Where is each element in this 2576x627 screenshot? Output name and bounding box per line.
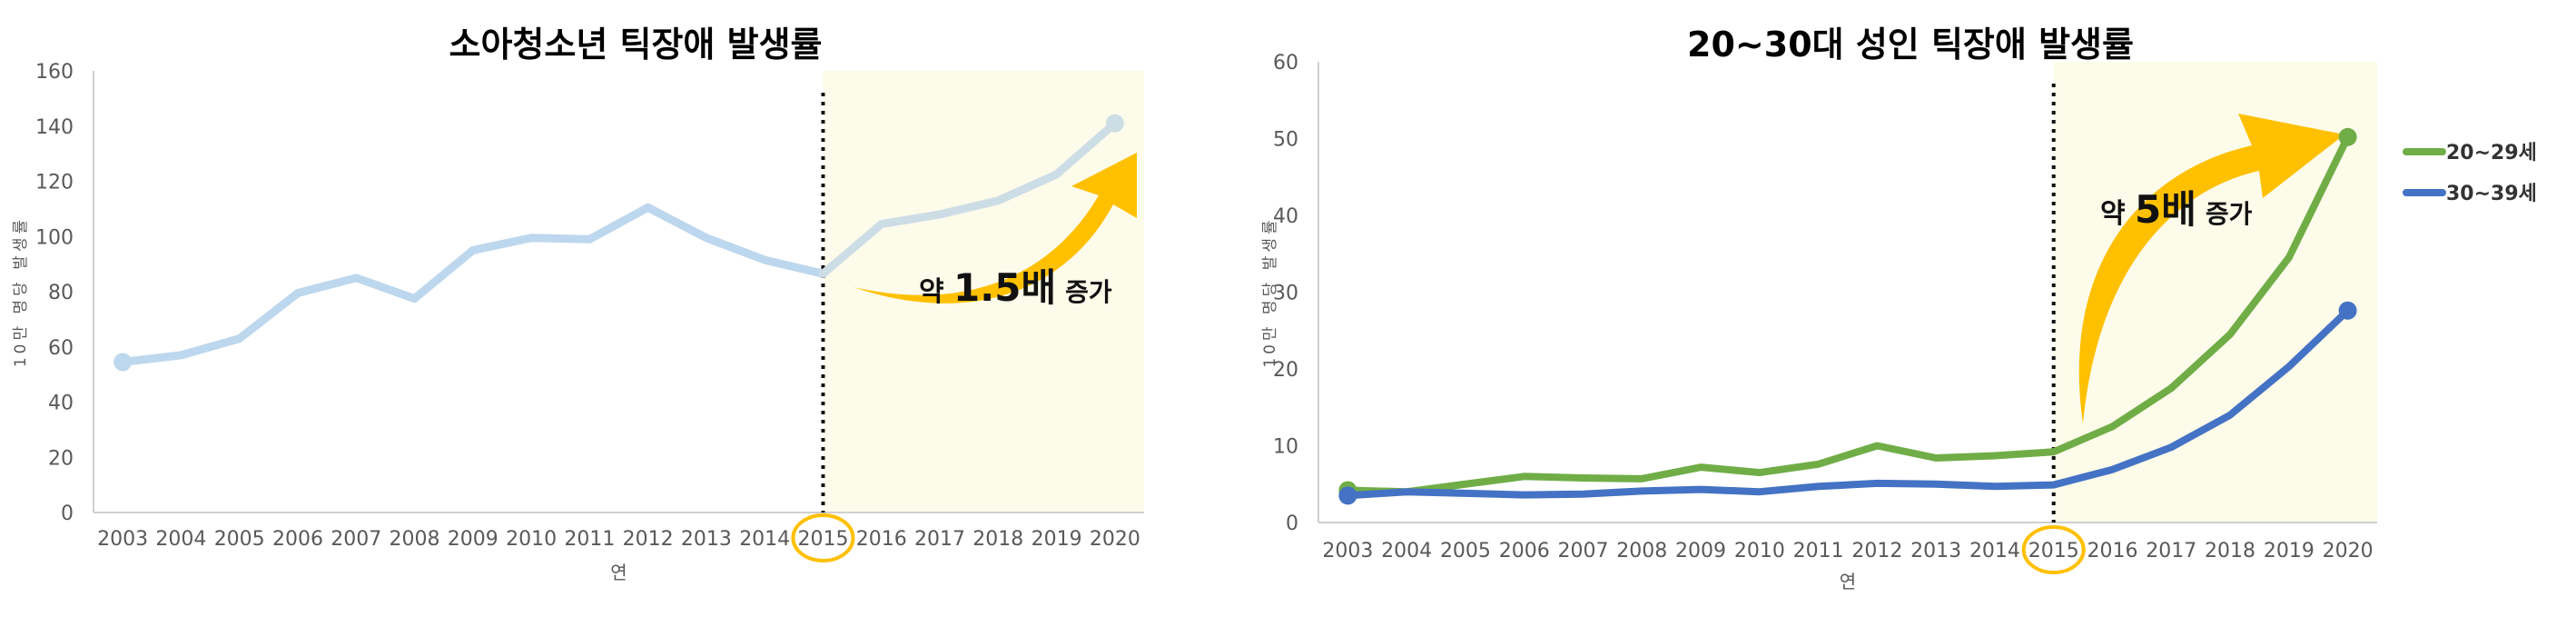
x-axis-label: 연: [610, 562, 627, 583]
x-tick-label: 2010: [506, 528, 557, 551]
y-axis-label: 10만 명당 발생률: [1261, 216, 1279, 367]
highlight-circle: [791, 513, 855, 562]
annotation-suffix: 증가: [2206, 199, 2253, 229]
series-line: [1344, 133, 2352, 496]
increase-arrow: [2078, 114, 2344, 423]
x-tick-label: 2019: [1031, 528, 1082, 551]
y-tick-label: 0: [1286, 513, 1298, 535]
x-tick-label: 2016: [2087, 540, 2138, 562]
x-tick-label: 2017: [914, 528, 965, 551]
annotation-value: 5배: [2135, 187, 2196, 232]
y-tick-label: 50: [1273, 129, 1298, 152]
annotation-prefix: 약: [2100, 198, 2135, 230]
y-tick-label: 40: [48, 393, 74, 415]
end-point: [1105, 114, 1124, 133]
x-tick-label: 2007: [331, 528, 381, 551]
y-tick-label: 120: [35, 172, 74, 194]
x-axis-label: 연: [1840, 571, 1856, 592]
x-tick-label: 2018: [972, 528, 1023, 551]
x-tick-label: 2014: [739, 528, 790, 551]
y-tick-label: 0: [61, 503, 74, 525]
x-tick-label: 2014: [1969, 540, 2020, 562]
x-tick-label: 2008: [390, 528, 440, 551]
y-tick-label: 100: [35, 226, 74, 249]
x-tick-label: 2012: [1851, 540, 1902, 562]
y-tick-label: 30: [1273, 283, 1298, 305]
x-tick-label: 2015: [2028, 540, 2079, 562]
chart-title: 20~30대 성인 틱장애 발생률: [1687, 25, 2134, 65]
y-tick-label: 160: [35, 61, 74, 84]
x-tick-label: 2006: [272, 528, 323, 551]
x-tick-label: 2015: [797, 528, 848, 551]
y-tick-label: 10: [1273, 436, 1298, 459]
youth-chart: 0 20 40 60 80 100 120 140 160 2003 2004 2005 2006 200…: [12, 25, 1144, 583]
x-tick-label: 2007: [1558, 540, 1609, 562]
x-tick-label: 2009: [448, 528, 498, 551]
x-tick-label: 2005: [214, 528, 265, 551]
highlight-circle: [2021, 525, 2086, 574]
x-tick-label: 2006: [1499, 540, 1550, 562]
x-tick-label: 2017: [2146, 540, 2196, 562]
x-tick-label: 2019: [2264, 540, 2314, 562]
x-tick-label: 2016: [856, 528, 907, 551]
end-point: [2338, 127, 2357, 146]
x-tick-label: 2018: [2205, 540, 2255, 562]
end-point: [2338, 301, 2357, 320]
x-tick-label: 2010: [1734, 540, 1785, 562]
x-tick-label: 2020: [1090, 528, 1140, 551]
x-tick-label: 2005: [1440, 540, 1491, 562]
x-tick-label: 2004: [155, 528, 206, 551]
annotation-prefix: 약: [919, 276, 953, 308]
y-tick-label: 60: [1273, 52, 1298, 75]
series-line: [1344, 306, 2352, 500]
x-tick-label: 2020: [2323, 540, 2374, 562]
start-point: [1338, 486, 1357, 505]
legend-label: 20~29세: [2446, 142, 2537, 164]
start-point: [114, 353, 133, 372]
y-tick-label: 20: [48, 447, 74, 470]
x-tick-label: 2003: [97, 528, 148, 551]
adult-chart: 0 10 20 30 40 50 60 2003 2004 2005 2006 2007 2008 200…: [1261, 25, 2537, 592]
series-line: [118, 203, 827, 366]
series-line: [818, 119, 1120, 278]
y-axis-label: 10만 명당 발생률: [12, 216, 30, 367]
x-tick-label: 2013: [1910, 540, 1961, 562]
increase-annotation: 약 5배 증가: [2100, 187, 2253, 232]
x-tick-label: 2008: [1616, 540, 1667, 562]
y-tick-label: 140: [35, 116, 74, 139]
x-tick-label: 2011: [564, 528, 615, 551]
annotation-suffix: 증가: [1065, 277, 1112, 307]
x-tick-label: 2009: [1675, 540, 1726, 562]
y-tick-label: 60: [48, 337, 74, 360]
x-tick-label: 2004: [1381, 540, 1432, 562]
x-tick-label: 2012: [623, 528, 674, 551]
increase-annotation: 약 1.5배 증가: [919, 265, 1112, 310]
legend-label: 30~39세: [2446, 183, 2537, 205]
chart-title: 소아청소년 틱장애 발생률: [449, 25, 822, 65]
annotation-value: 1.5배: [953, 265, 1056, 310]
y-tick-label: 40: [1273, 205, 1298, 228]
x-tick-label: 2013: [681, 528, 732, 551]
y-tick-label: 20: [1273, 359, 1298, 382]
increase-arrow: [854, 153, 1137, 304]
x-tick-label: 2011: [1793, 540, 1844, 562]
x-tick-label: 2003: [1322, 540, 1373, 562]
y-tick-label: 80: [48, 282, 74, 304]
